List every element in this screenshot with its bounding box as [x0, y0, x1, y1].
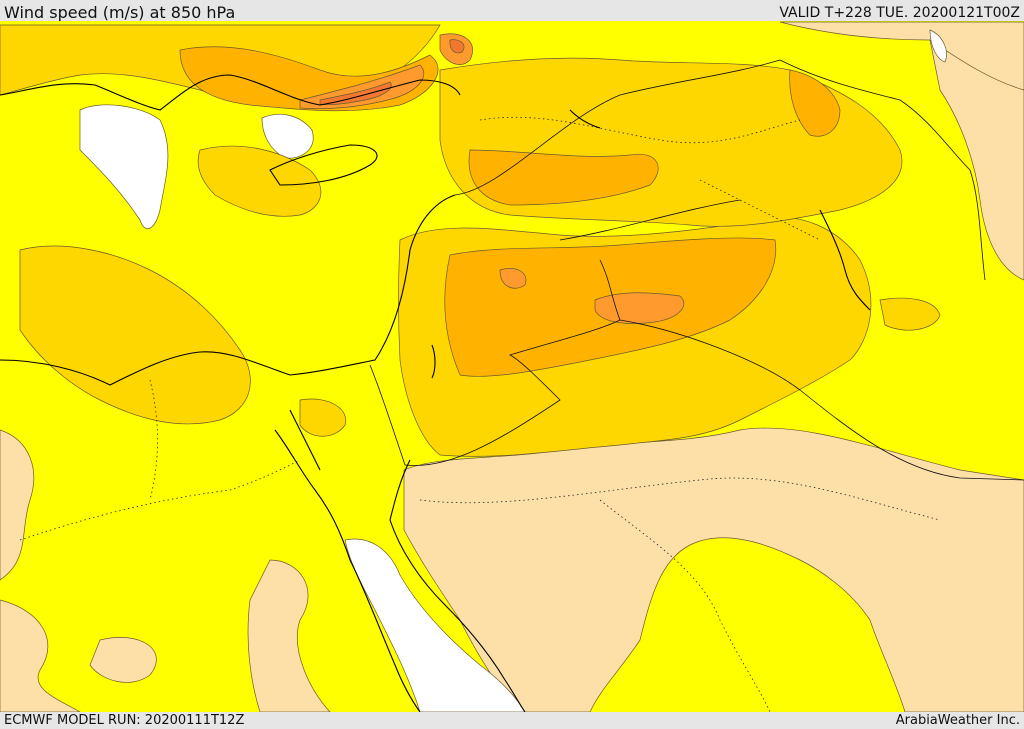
coastline-gulf: [819, 209, 871, 311]
calm-zones: [79, 29, 947, 712]
boundary-syria-iraq-dotted: [479, 116, 801, 144]
gale-wind-zones: [319, 39, 465, 106]
light-wind-zone-egypt-west: [0, 429, 34, 581]
calm-zone-red-sea: [344, 538, 526, 712]
light-wind-zones: [0, 21, 1024, 712]
boundary-saudi-1: [419, 477, 941, 521]
border-iraq-iran: [779, 59, 986, 281]
border-jordan-iraq: [599, 259, 621, 321]
light-wind-zone-north-strip: [779, 21, 1024, 91]
model-run-label: ECMWF MODEL RUN: 20200111T12Z: [4, 713, 245, 728]
coastline-dead-sea: [431, 344, 436, 379]
fresh-zone-gulf: [879, 297, 941, 331]
coastline-caspian: [569, 109, 601, 129]
map-title: Wind speed (m/s) at 850 hPa: [4, 3, 236, 22]
coastline-anatolia: [0, 74, 461, 111]
coastline-med-south: [0, 194, 456, 386]
coastlines: [0, 74, 871, 712]
fresh-zone-egypt-north: [19, 245, 251, 425]
border-egypt-israel: [369, 364, 406, 466]
coastline-gulf-of-suez: [289, 409, 321, 471]
light-wind-zone-sudan: [89, 637, 157, 683]
borders: [369, 59, 1024, 481]
fresh-zone-cyprus-basin: [197, 145, 322, 217]
strong-zone-iraq-north: [789, 69, 841, 137]
calm-zone-cyprus-sea: [261, 113, 314, 159]
light-wind-zone-egypt-south: [0, 599, 81, 712]
coastline-red-sea-east: [389, 459, 526, 712]
boundary-egypt-2: [149, 379, 158, 501]
border-syria-iraq: [454, 59, 781, 196]
gale-zone-turkey: [319, 81, 392, 106]
border-jordan-saudi: [404, 319, 621, 466]
map-header: Wind speed (m/s) at 850 hPa VALID T+228 …: [0, 0, 1024, 22]
very-strong-zone-syria: [499, 268, 527, 289]
map-canvas: [0, 21, 1024, 712]
map-footer: ECMWF MODEL RUN: 20200111T12Z ArabiaWeat…: [0, 712, 1024, 729]
boundary-iraq-internal: [699, 179, 821, 241]
very-strong-zone-jordan: [594, 292, 685, 324]
calm-zone-aegean: [79, 104, 169, 230]
calm-zone-lake: [929, 29, 947, 63]
border-iraq-saudi: [619, 319, 1024, 481]
credit-label: ArabiaWeather Inc.: [895, 713, 1020, 728]
fresh-zone-sinai: [299, 398, 347, 437]
internal-boundaries: [19, 116, 941, 712]
coastline-red-sea-west: [274, 429, 421, 712]
coastline-cyprus: [269, 144, 378, 186]
wind-speed-map: [0, 21, 1024, 712]
light-wind-zone-sinai: [247, 559, 331, 712]
gale-zone-anatolia: [449, 39, 465, 54]
border-syria-jordan: [559, 199, 741, 241]
valid-time: VALID T+228 TUE. 20200121T00Z: [779, 5, 1020, 21]
